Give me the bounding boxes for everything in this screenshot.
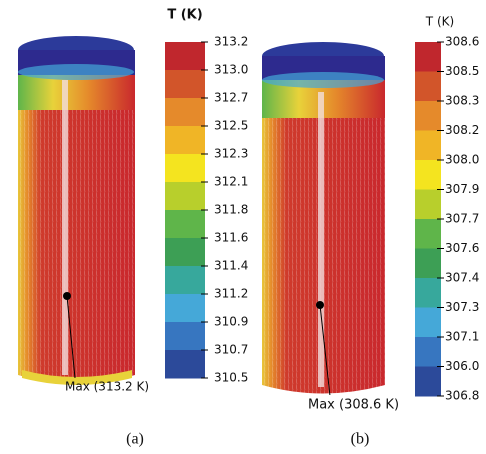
tick-label: 313.2 [214,35,248,49]
colorbar-band [165,322,205,351]
tick-label: 307.9 [445,182,479,196]
colorbar-title: T (K) [167,8,202,23]
annotation: Max (308.6 K) [308,398,399,413]
tick-label: 310.5 [214,371,248,385]
caption: (a) [126,431,144,448]
tick-label: 308.2 [445,123,479,137]
tick-label: 307.3 [445,300,479,314]
colorbar-band [415,71,441,102]
tick-label: 310.7 [214,343,248,357]
tick-label: 312.7 [214,91,248,105]
tick-label: 311.4 [214,259,248,273]
colorbar-band [165,70,205,99]
colorbar-band [165,126,205,155]
tick-label: 307.6 [445,241,479,255]
cylinder-b [262,42,413,413]
colorbar-band [165,350,205,379]
tick-label: 313.0 [214,63,248,77]
tick-label: 307.7 [445,212,479,226]
colorbar-band [415,130,441,161]
caption: (b) [351,431,370,448]
colorbar-band [415,189,441,220]
tick-label: 308.6 [445,35,479,49]
tick-label: 312.1 [214,175,248,189]
tick-label: 311.8 [214,203,248,217]
tick-label: 306.8 [445,389,479,403]
colorbar-band [415,278,441,308]
tick-label: 310.9 [214,315,248,329]
colorbar-band [165,182,205,211]
tick-label: 311.6 [214,231,248,245]
colorbar-band [415,101,441,131]
tick-label: 308.5 [445,64,479,78]
colorbar-band [165,238,205,267]
colorbar-band [165,98,205,127]
colorbar-band [165,210,205,239]
colorbar-band [415,248,441,279]
colorbar-band [415,337,441,367]
cylinder-a [18,36,135,385]
tick-label: 306.0 [445,359,479,373]
colorbar-band [165,266,205,295]
colorbar-band [165,294,205,323]
colorbar-band [165,42,205,71]
tick-label: 308.3 [445,94,479,108]
tick-label: 307.4 [445,271,479,285]
colorbar-band [165,154,205,183]
annotation: Max (313.2 K) [65,380,149,394]
tick-label: 312.3 [214,147,248,161]
tick-label: 307.1 [445,330,479,344]
colorbar-band [415,42,441,72]
tick-label: 308.0 [445,153,479,167]
tick-label: 312.5 [214,119,248,133]
colorbar-band [415,307,441,338]
colorbar-band [415,219,441,249]
colorbar-band [415,366,441,397]
colorbars: 313.2 313.0 312.7 312.5 312.3 312.1 311.8 311.6… [165,35,479,403]
colorbar-band [415,160,441,190]
tick-label: 311.2 [214,287,248,301]
colorbar-title: T (K) [425,15,454,29]
